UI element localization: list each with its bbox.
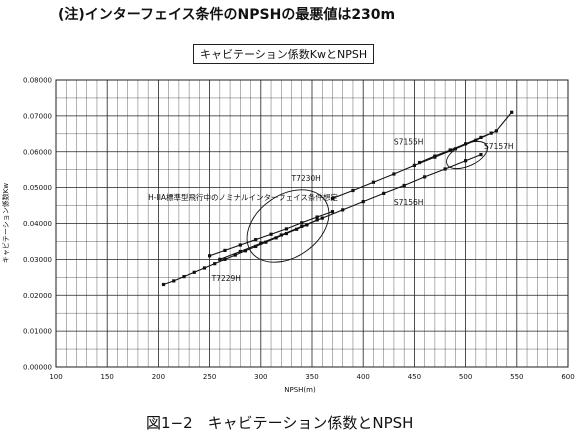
- chart-title: キャビテーション係数KwとNPSH: [193, 44, 375, 64]
- x-tick-label: 150: [101, 373, 114, 381]
- x-tick-label: 350: [305, 373, 318, 381]
- series-s7156h: [218, 153, 483, 261]
- data-point: [464, 142, 468, 146]
- annotation-label: H-IIA標準型飛行中のノミナルインターフェイス条件想定: [148, 192, 338, 202]
- data-point: [192, 270, 196, 274]
- x-tick-label: 550: [510, 373, 523, 381]
- data-point: [464, 159, 468, 163]
- data-point: [330, 210, 335, 214]
- x-tick-label: 100: [49, 373, 62, 381]
- series-s7157h: [417, 131, 493, 165]
- annotations: H-IIA標準型飛行中のノミナルインターフェイス条件想定 T7230H S7155H…: [148, 138, 513, 283]
- x-tick-label: 250: [203, 373, 216, 381]
- x-tick-label: 400: [357, 373, 370, 381]
- data-point: [274, 236, 278, 240]
- data-point: [351, 188, 355, 193]
- data-point: [448, 148, 452, 152]
- data-point: [223, 257, 227, 261]
- data-point: [202, 266, 207, 270]
- data-point: [300, 224, 304, 228]
- data-point: [412, 163, 416, 167]
- y-tick-label: 0.04000: [23, 220, 52, 228]
- data-point: [269, 232, 273, 236]
- y-tick-label: 0.01000: [23, 328, 52, 336]
- data-point: [243, 249, 248, 253]
- data-point: [182, 274, 186, 279]
- x-tick-label: 200: [152, 373, 165, 381]
- data-point: [479, 135, 483, 139]
- data-point: [433, 154, 437, 158]
- y-tick-label: 0.05000: [23, 184, 52, 192]
- x-tick-label: 600: [561, 373, 574, 381]
- y-tick-label: 0.02000: [23, 292, 52, 300]
- y-axis-label: キャビテーション係数Kw: [1, 183, 10, 263]
- data-point: [479, 153, 483, 157]
- y-tick-label: 0.00000: [23, 364, 52, 372]
- data-point: [223, 248, 227, 253]
- nominal-condition-ellipse: [246, 189, 330, 263]
- data-point: [161, 282, 166, 287]
- data-point: [238, 243, 242, 247]
- data-point: [238, 249, 242, 254]
- x-tick-label: 300: [254, 373, 267, 381]
- y-tick-label: 0.08000: [23, 77, 52, 85]
- data-point: [259, 241, 263, 245]
- data-point: [361, 200, 365, 204]
- x-axis-label: NPSH(m): [284, 386, 316, 394]
- data-point: [443, 167, 447, 171]
- data-point: [254, 238, 258, 242]
- data-point: [233, 253, 237, 257]
- data-point: [382, 191, 386, 195]
- data-point: [279, 233, 283, 237]
- data-point: [305, 223, 309, 227]
- data-point: [300, 221, 304, 225]
- data-point: [264, 240, 268, 244]
- annotation-label: T7230H: [291, 174, 321, 183]
- series-line: [219, 154, 482, 260]
- annotation-label: S7155H: [394, 138, 424, 147]
- data-point: [284, 231, 288, 236]
- data-point: [284, 227, 288, 231]
- data-point: [218, 257, 222, 261]
- annotation-label: S7157H: [484, 142, 513, 151]
- data-point: [172, 279, 176, 283]
- data-point: [254, 244, 258, 249]
- data-point: [510, 110, 514, 114]
- header-note: (注)インターフェイス条件のNPSHの最悪値は230m: [58, 7, 396, 23]
- data-point: [474, 138, 478, 142]
- data-point: [489, 131, 493, 135]
- data-point: [341, 208, 345, 212]
- y-tick-labels: 0.00000 0.01000 0.02000 0.03000 0.04000 0.050…: [23, 77, 52, 372]
- series-line: [419, 132, 492, 164]
- data-point: [392, 172, 396, 176]
- series-t7230h: [208, 210, 335, 258]
- y-tick-label: 0.07000: [23, 112, 52, 120]
- x-tick-label: 450: [408, 373, 421, 381]
- grid-lines: [55, 79, 569, 368]
- data-point: [208, 254, 212, 258]
- data-point: [402, 183, 406, 188]
- data-point: [423, 175, 427, 179]
- data-series: [161, 110, 514, 287]
- y-tick-label: 0.06000: [23, 148, 52, 156]
- data-point: [371, 180, 376, 184]
- y-tick-label: 0.03000: [23, 256, 52, 264]
- data-point: [213, 262, 217, 266]
- data-point: [494, 129, 498, 133]
- x-tick-labels: 100 150 200 250 300 350 400 450 500 550 600: [49, 373, 574, 381]
- data-point: [315, 215, 319, 219]
- data-point: [330, 196, 335, 200]
- annotation-label: T7229H: [211, 274, 241, 283]
- x-tick-label: 500: [459, 373, 472, 381]
- figure-caption: 図1−2 キャビテーション係数とNPSH: [146, 414, 414, 432]
- data-point: [295, 227, 299, 231]
- data-point: [320, 216, 324, 220]
- data-point: [417, 160, 422, 165]
- annotation-label: S7156H: [394, 198, 424, 207]
- data-point: [453, 147, 457, 151]
